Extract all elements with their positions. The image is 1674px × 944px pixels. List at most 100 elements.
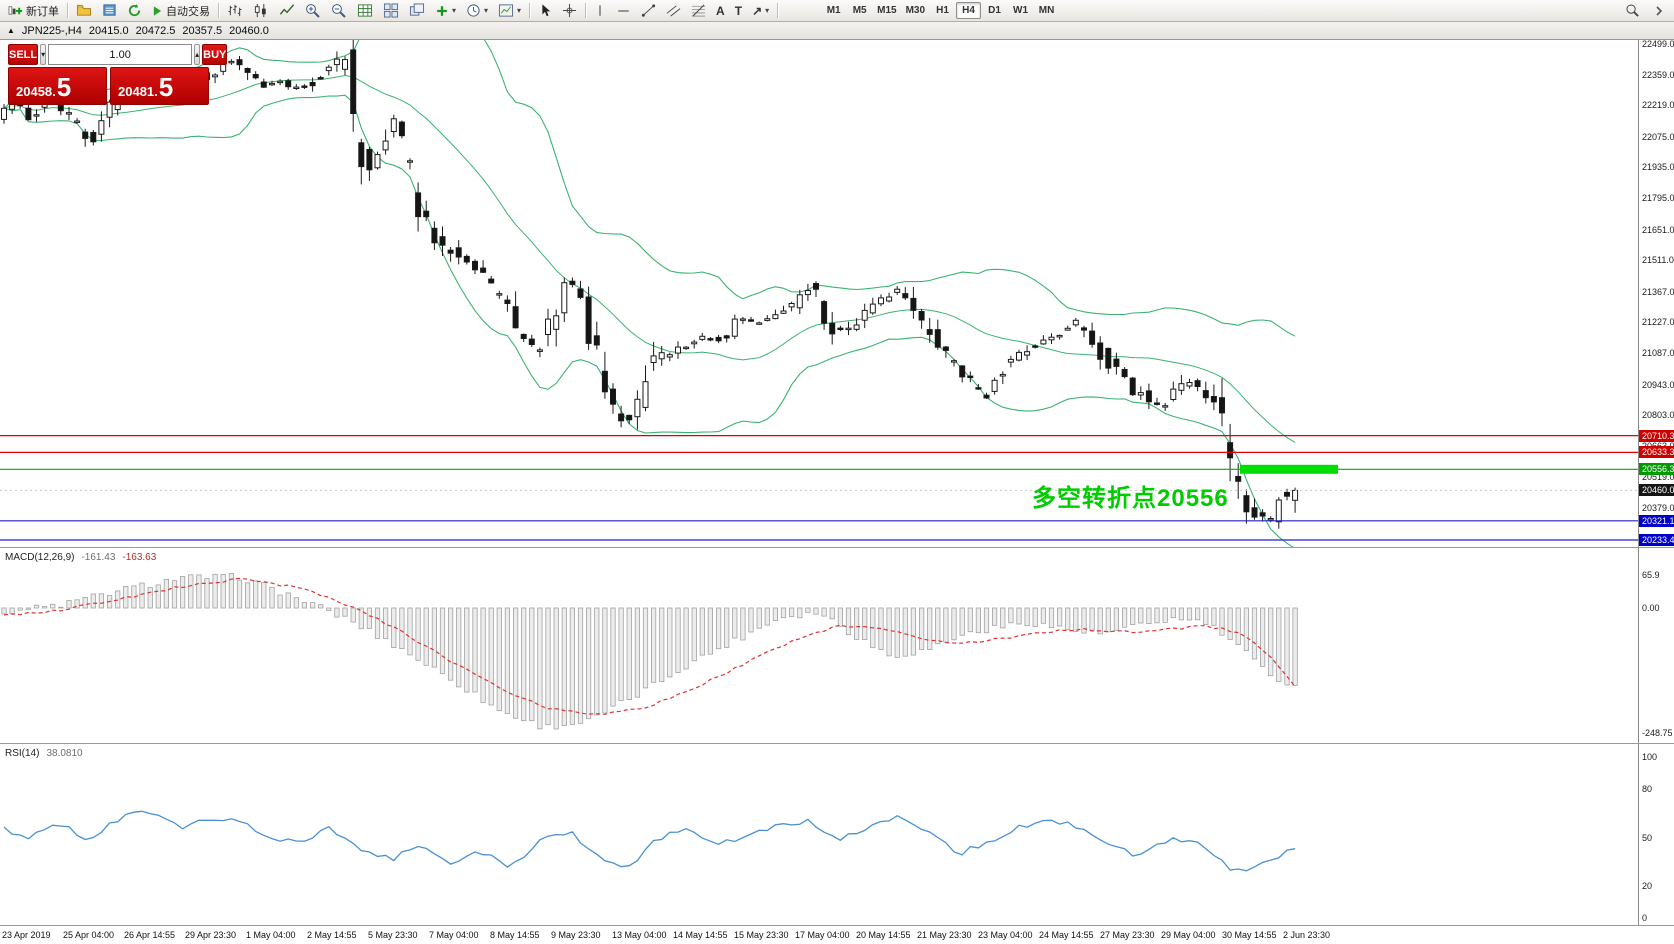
cascade-windows-icon (409, 3, 425, 18)
zoom-in-button[interactable] (300, 1, 326, 21)
price-tag: 20321.1 (1639, 514, 1674, 527)
macd-main-value: -161.43 (81, 552, 116, 563)
toolbar-separator (585, 3, 587, 18)
search-button[interactable] (1620, 1, 1645, 21)
clock-icon (466, 3, 481, 18)
candlestick-chart-icon (253, 3, 269, 18)
sell-button[interactable]: SELL (8, 44, 39, 65)
time-axis-label: 25 Apr 04:00 (63, 930, 115, 940)
dropdown-caret-icon: ▾ (452, 5, 457, 15)
refresh-button[interactable] (122, 1, 147, 21)
toolbar-expand-button[interactable] (1649, 1, 1669, 21)
dropdown-caret-icon: ▾ (484, 5, 489, 15)
rsi-indicator-name: RSI(14) (5, 748, 40, 759)
line-chart-button[interactable] (274, 1, 300, 21)
volume-input[interactable] (48, 44, 193, 65)
arrow-object-icon: ↗ (752, 3, 763, 18)
timeframe-m1-button[interactable]: M1 (826, 5, 841, 16)
crosshair-tool-button[interactable] (557, 1, 582, 21)
price-scale-label: 21227.0 (1642, 317, 1674, 328)
price-tag: 20556.3 (1639, 463, 1674, 476)
price-tag: 20633.3 (1639, 446, 1674, 459)
buy-price-button[interactable]: 20481. 5 (110, 67, 209, 105)
chart-high-value: 20472.5 (135, 24, 176, 37)
text-label-tool-button[interactable]: T (730, 1, 747, 21)
price-tag: 20710.3 (1639, 429, 1674, 442)
horizontal-line-tool-button[interactable] (611, 1, 636, 21)
price-scale-label: 21087.0 (1642, 348, 1674, 359)
new-order-icon (8, 3, 23, 18)
new-order-button[interactable]: 新订单 (3, 1, 64, 21)
price-scale-label: 22359.0 (1642, 69, 1674, 80)
candlestick-chart-button[interactable] (248, 1, 274, 21)
time-axis-label: 27 May 23:30 (1100, 930, 1155, 940)
timeframe-d1-button[interactable]: D1 (988, 5, 1001, 16)
rsi-scale-label: 20 (1642, 880, 1653, 891)
arrows-tool-button[interactable]: ↗ ▾ (747, 1, 774, 21)
sell-price-pip: 5 (56, 72, 72, 102)
timeframe-m30-button[interactable]: M30 (905, 5, 926, 16)
channel-tool-button[interactable] (661, 1, 686, 21)
cursor-tool-button[interactable] (533, 1, 557, 21)
price-scale[interactable]: 22499.0 22359.0 22219.0 22075.0 21935.0 21795… (1638, 39, 1674, 944)
timeframe-h1-button[interactable]: H1 (936, 5, 949, 16)
volume-decrease-button[interactable]: ▾ (40, 44, 47, 65)
rsi-scale-label: 80 (1642, 784, 1653, 795)
rsi-scale-label: 100 (1642, 752, 1658, 762)
vertical-line-tool-button[interactable] (589, 1, 611, 21)
bar-chart-button[interactable] (222, 1, 248, 21)
volume-increase-button[interactable]: ▴ (194, 44, 201, 65)
add-indicator-icon (435, 4, 449, 18)
chevron-right-icon (1654, 5, 1664, 17)
toolbar-right-group (1620, 1, 1671, 21)
price-tag: 20460.0 (1639, 484, 1674, 497)
cascade-windows-button[interactable] (404, 1, 430, 21)
main-price-chart[interactable] (0, 40, 1638, 547)
time-axis-label: 17 May 04:00 (795, 930, 850, 940)
timeframe-w1-button[interactable]: W1 (1013, 5, 1029, 16)
buy-button[interactable]: BUY (202, 44, 228, 65)
tile-windows-button[interactable] (378, 1, 404, 21)
time-axis-label: 9 May 23:30 (551, 930, 601, 940)
files-button[interactable] (71, 1, 97, 21)
text-tool-button[interactable]: A (711, 1, 730, 21)
rsi-panel[interactable] (0, 744, 1638, 925)
time-axis[interactable]: 23 Apr 2019 25 Apr 04:00 26 Apr 14:55 29 Ap… (0, 926, 1674, 944)
chart-open-value: 20415.0 (88, 24, 129, 37)
cursor-icon (538, 3, 552, 18)
grid-button[interactable] (352, 1, 378, 21)
channel-icon (666, 3, 681, 18)
market-watch-button[interactable] (97, 1, 122, 21)
macd-panel[interactable] (0, 548, 1638, 743)
timeframe-m5-button[interactable]: M5 (852, 5, 867, 16)
crosshair-icon (562, 3, 577, 18)
timeframe-h4-button[interactable]: H4 (956, 2, 982, 19)
toolbar-separator (777, 3, 779, 18)
chart-window-icon: ▲ (7, 26, 15, 35)
macd-scale-label: -248.75 (1642, 727, 1673, 738)
trendline-tool-button[interactable] (636, 1, 661, 21)
zoom-in-icon (305, 3, 321, 19)
refresh-icon (127, 3, 142, 18)
macd-scale-label: 0.00 (1642, 603, 1660, 613)
panel-divider[interactable] (0, 547, 1674, 548)
zoom-out-button[interactable] (326, 1, 352, 21)
autotrading-button[interactable]: 自动交易 (147, 1, 215, 21)
timeframe-mn-button[interactable]: MN (1038, 5, 1055, 16)
sell-price-button[interactable]: 20458. 5 (8, 67, 107, 105)
bar-chart-icon (227, 3, 243, 18)
add-indicator-button[interactable]: ▾ (430, 1, 461, 21)
template-button[interactable]: ▾ (493, 1, 526, 21)
chart-area: MACD(12,26,9) -161.43 -163.63 RSI(14) 38… (0, 39, 1674, 944)
time-axis-label: 15 May 23:30 (734, 930, 789, 940)
period-button[interactable]: ▾ (461, 1, 493, 21)
macd-indicator-name: MACD(12,26,9) (5, 552, 75, 563)
price-scale-label: 21511.0 (1642, 255, 1674, 266)
line-chart-icon (279, 3, 295, 18)
time-axis-label: 2 May 14:55 (307, 930, 357, 940)
price-scale-label: 20943.0 (1642, 379, 1674, 390)
time-axis-label: 30 May 14:55 (1222, 930, 1277, 940)
panel-divider[interactable] (0, 743, 1674, 744)
fibonacci-tool-button[interactable] (686, 1, 711, 21)
timeframe-m15-button[interactable]: M15 (877, 5, 897, 16)
